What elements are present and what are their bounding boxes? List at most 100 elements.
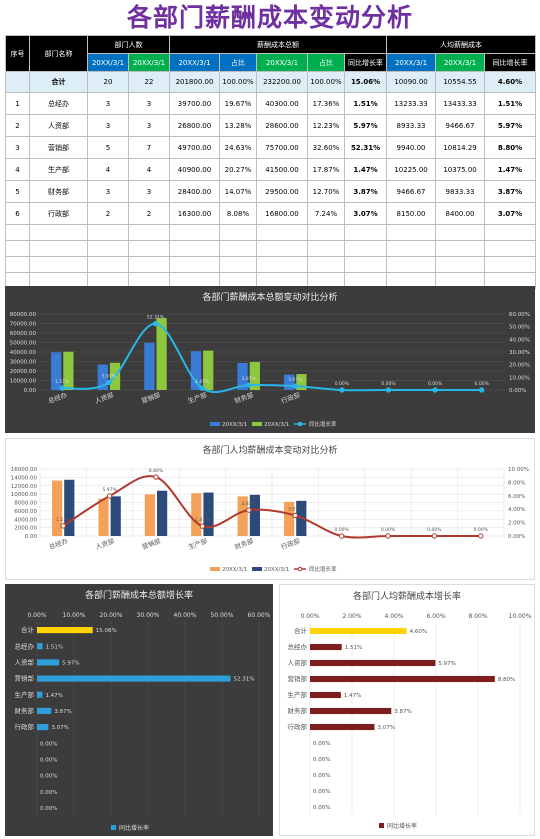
data-label: 1.47% xyxy=(195,517,210,523)
y-tick-label: 10000.00 xyxy=(10,379,37,385)
chart-total-compare: 各部门薪酬成本总额变动对比分析 80000.00 70000.00 60000.00 5… xyxy=(5,286,535,433)
cell: 9466.67 xyxy=(435,114,486,137)
bar xyxy=(98,498,109,536)
growth-point xyxy=(479,387,485,393)
y-tick-label: 30000.00 xyxy=(10,360,37,366)
cell xyxy=(128,224,170,241)
cell: 75700.00 xyxy=(256,136,308,159)
data-label: 3.07% xyxy=(288,377,303,383)
cell xyxy=(435,240,486,257)
cell: 15.06% xyxy=(343,71,388,93)
cell: 22 xyxy=(128,71,170,93)
data-label: 1.51% xyxy=(46,644,63,650)
bar xyxy=(310,659,436,667)
data-label: 1.51% xyxy=(56,517,71,523)
y-tick-label: 8000.00 xyxy=(14,501,37,507)
table-row: 1 总经办 3 3 39700.00 19.67% 40300.00 17.36% 1.51% 1… xyxy=(5,92,537,115)
y-tick-label: 财务部 xyxy=(288,706,308,715)
cell: 1 xyxy=(5,92,30,115)
growth-line xyxy=(62,475,481,539)
cell: 10375.00 xyxy=(435,158,486,181)
cell: 14.07% xyxy=(219,180,257,203)
cell: 201800.00 xyxy=(169,71,220,93)
cell xyxy=(5,71,30,93)
growth-point xyxy=(199,385,205,391)
cell xyxy=(169,256,220,273)
cell: 1.47% xyxy=(484,158,537,181)
data-label: 5.97% xyxy=(62,660,79,666)
data-label: 0.00% xyxy=(40,806,57,812)
y2-tick-label: 50.00% xyxy=(509,325,530,331)
data-label: 3.07% xyxy=(51,725,68,731)
empty-row xyxy=(5,224,537,241)
cell: 3 xyxy=(87,180,129,203)
chart-title: 各部门薪酬成本总额变动对比分析 xyxy=(202,291,337,303)
y-tick-label: 0.00 xyxy=(25,534,38,540)
bar xyxy=(37,707,52,714)
cell: 2 xyxy=(128,202,170,225)
sub-header: 20XX/3/1 xyxy=(169,53,220,72)
cell: 232200.00 xyxy=(256,71,308,93)
legend-swatch xyxy=(210,422,220,426)
y2-tick-label: 40.00% xyxy=(509,337,530,343)
cell xyxy=(386,256,437,273)
sub-header: 20XX/3/1 xyxy=(435,53,486,72)
data-label: 3.07% xyxy=(288,506,303,512)
y-tick-label: 行政部 xyxy=(288,722,308,731)
cell xyxy=(386,240,437,257)
cell xyxy=(343,240,388,257)
growth-point xyxy=(385,387,392,393)
growth-point xyxy=(292,512,298,519)
x-tick-label: 60.00% xyxy=(248,612,271,619)
cell xyxy=(169,240,220,257)
bar xyxy=(237,363,248,390)
y-tick-label: 80000.00 xyxy=(10,312,37,318)
x-tick-label: 30.00% xyxy=(137,612,160,619)
empty-row xyxy=(5,240,537,257)
bar xyxy=(296,374,307,390)
cell xyxy=(5,256,30,273)
cell: 8.08% xyxy=(219,202,257,225)
x-tick-label: 生产部 xyxy=(187,536,209,551)
y-tick-label: 营销部 xyxy=(15,674,35,683)
growth-point xyxy=(106,493,113,499)
data-label: 0.00% xyxy=(335,381,350,387)
legend-swatch xyxy=(252,567,262,571)
cell xyxy=(219,240,257,257)
y2-tick-label: 30.00% xyxy=(509,350,530,356)
growth-point xyxy=(478,533,484,539)
cell xyxy=(484,224,537,241)
data-label: 4.60% xyxy=(410,629,427,635)
cell: 合计 xyxy=(29,71,88,93)
data-label: 3.87% xyxy=(54,709,71,715)
cell: 7.24% xyxy=(307,202,345,225)
y-tick-label: 60000.00 xyxy=(10,331,37,337)
bar xyxy=(37,643,43,650)
x-tick-label: 财务部 xyxy=(233,390,255,405)
data-label: 0.00% xyxy=(313,773,330,779)
y-tick-label: 财务部 xyxy=(15,706,35,715)
bar xyxy=(37,627,93,634)
cell: 3 xyxy=(128,180,170,203)
cell: 10554.55 xyxy=(435,71,486,93)
y-tick-label: 0.00 xyxy=(24,388,37,394)
y-tick-label: 40000.00 xyxy=(10,350,37,356)
cell xyxy=(87,224,129,241)
cell: 5 xyxy=(87,136,129,159)
bar xyxy=(144,342,155,390)
data-label: 8.80% xyxy=(149,468,164,474)
cell: 7 xyxy=(128,136,170,159)
growth-point xyxy=(246,507,252,513)
cell xyxy=(87,256,129,273)
data-label: 15.06% xyxy=(96,628,117,634)
cell: 3 xyxy=(128,114,170,137)
data-label: 1.51% xyxy=(55,379,70,385)
y2-tick-label: 20.00% xyxy=(509,363,530,369)
cell: 5 xyxy=(5,180,30,203)
data-label: 3.87% xyxy=(394,709,411,715)
y-tick-label: 人资部 xyxy=(15,657,35,666)
cell xyxy=(29,224,88,241)
cell: 32.60% xyxy=(307,136,345,159)
growth-point xyxy=(338,533,345,539)
x-tick-label: 总经办 xyxy=(47,390,69,405)
